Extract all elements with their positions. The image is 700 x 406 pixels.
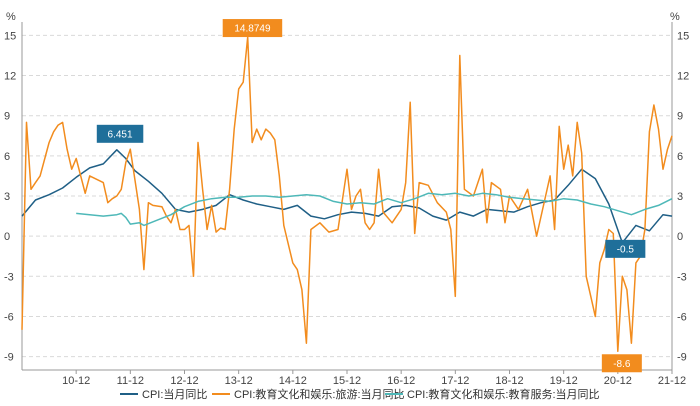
y-tick-label-right: -6 [677,311,687,323]
series-line-edu [76,192,673,227]
left-axis-unit: % [6,11,16,23]
y-tick-label-right: 9 [677,111,683,123]
legend-label-edu: CPI:教育文化和娱乐:教育服务:当月同比 [407,387,600,401]
x-tick-label: 18-12 [495,375,523,387]
data-callout-box [222,19,283,38]
data-callout-label: 6.451 [108,129,133,140]
y-tick-label-left: 6 [4,151,10,163]
series-lines [21,36,673,353]
y-tick-label-right: 0 [677,231,683,243]
x-tick-label: 17-12 [441,375,469,387]
data-callout-box [601,354,642,373]
x-tick-label: 14-12 [279,375,307,387]
data-callout-box [605,239,646,258]
y-tick-label-right: 3 [677,191,683,203]
data-callout-box [96,124,144,143]
data-callout-label: -8.6 [613,359,631,370]
x-tick-label: 19-12 [550,375,578,387]
x-tick-label: 21-12 [658,375,686,387]
y-tick-label-right: 15 [677,30,689,42]
y-tick-label-left: 0 [4,231,10,243]
x-tick-label: 20-12 [604,375,632,387]
series-line-cpi [21,149,673,244]
x-tick-label: 13-12 [225,375,253,387]
axes: 15 15 12 12 9 9 6 6 3 3 0 0 -3 -3 -6 -6 -9 -9 10-12 11-12 12… [4,22,689,387]
gridlines [22,34,672,358]
y-tick-label-left: -3 [4,271,14,283]
y-tick-label-left: 3 [4,191,10,203]
x-tick-label: 15-12 [333,375,361,387]
y-tick-label-right: 6 [677,151,683,163]
legend-label-cpi: CPI:当月同比 [142,387,207,401]
y-tick-label-left: -6 [4,311,14,323]
y-tick-label-left: 12 [4,71,16,83]
data-callout-label: -0.5 [617,244,635,255]
y-tick-label-right: -3 [677,271,687,283]
x-tick-label: 10-12 [62,375,90,387]
series-line-travel [21,36,673,353]
x-tick-label: 12-12 [170,375,198,387]
y-tick-label-left: 9 [4,111,10,123]
x-tick-label: 11-12 [117,375,144,387]
legend-label-travel: CPI:教育文化和娱乐:旅游:当月同比 [234,387,405,401]
x-tick-label: 16-12 [387,375,415,387]
callouts: 6.451 14.8749 -0.5 -8.6 [96,19,646,373]
y-tick-label-right: -9 [677,352,687,364]
y-tick-label-right: 12 [677,71,689,83]
data-callout-label: 14.8749 [234,24,271,35]
right-axis-unit: % [670,11,680,23]
legend: CPI:当月同比 CPI:教育文化和娱乐:旅游:当月同比 CPI:教育文化和娱乐:教… [120,387,600,401]
y-tick-label-left: 15 [4,30,16,42]
y-tick-label-left: -9 [4,352,14,364]
